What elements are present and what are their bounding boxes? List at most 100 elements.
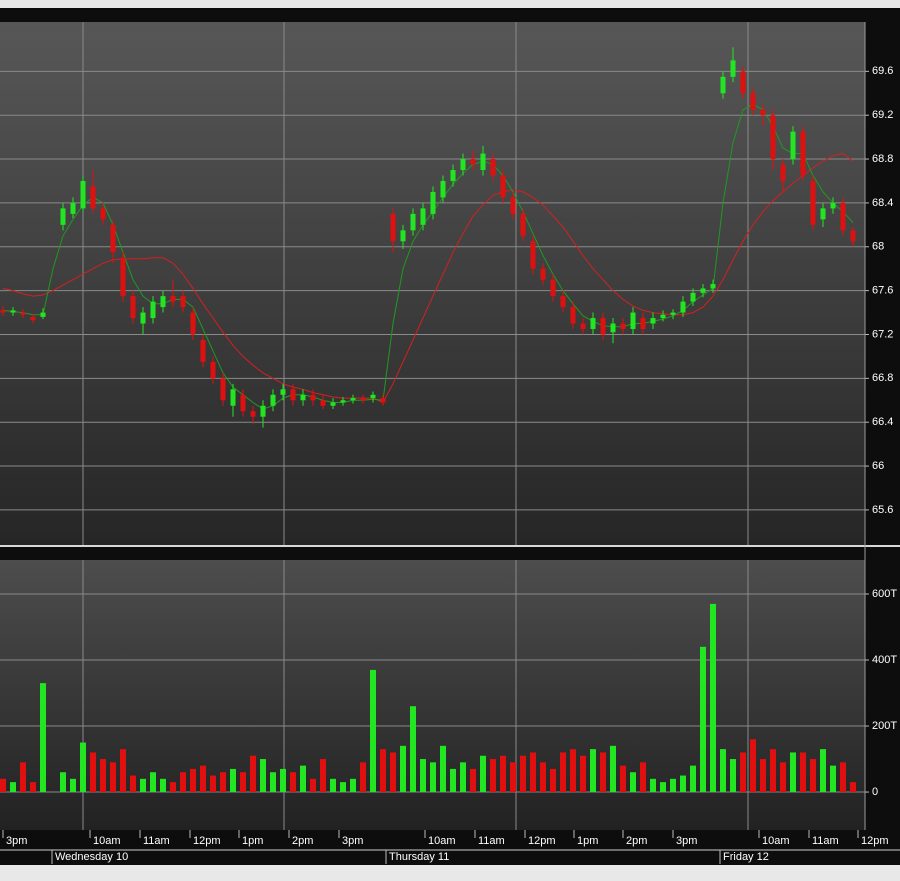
volume-bar xyxy=(720,749,726,793)
candle-body xyxy=(530,241,536,269)
candle-body xyxy=(10,310,16,313)
candle-body xyxy=(0,310,6,313)
y-tick-label: 66 xyxy=(872,460,884,472)
candle-body xyxy=(720,76,726,94)
candle-body xyxy=(510,197,516,214)
candle-body xyxy=(500,175,506,198)
candle-body xyxy=(790,131,796,160)
volume-bar xyxy=(220,772,226,793)
volume-bar xyxy=(780,762,786,793)
candle-body xyxy=(620,323,626,330)
volume-bar xyxy=(550,768,556,793)
volume-bar xyxy=(830,765,836,793)
candle-body xyxy=(440,180,446,198)
candle-body xyxy=(290,389,296,401)
x-tick-label: 12pm xyxy=(528,835,556,847)
volume-bar xyxy=(580,755,586,793)
volume-bar xyxy=(840,762,846,793)
x-tick-label: 11am xyxy=(812,835,839,847)
x-tick-label: 11am xyxy=(478,835,505,847)
candle-body xyxy=(210,361,216,379)
candle-body xyxy=(430,191,436,214)
volume-bar xyxy=(340,782,346,793)
candle-body xyxy=(710,284,716,289)
volume-bar xyxy=(410,706,416,793)
volume-bar xyxy=(500,755,506,793)
candle-body xyxy=(740,71,746,94)
candle-body xyxy=(780,164,786,181)
candle-body xyxy=(410,213,416,231)
volume-bar xyxy=(710,603,716,793)
candle-body xyxy=(750,93,756,110)
candle-body xyxy=(730,60,736,77)
candle-body xyxy=(90,186,96,209)
candle-body xyxy=(160,296,166,308)
volume-bar xyxy=(560,752,566,793)
candle-body xyxy=(20,312,26,315)
candle-body xyxy=(140,312,146,324)
volume-bar xyxy=(90,752,96,793)
candle-body xyxy=(330,402,336,406)
y-tick-label: 68.8 xyxy=(872,153,893,165)
volume-bar xyxy=(690,765,696,793)
x-tick-label: 2pm xyxy=(292,835,313,847)
volume-bar xyxy=(850,782,856,793)
candle-body xyxy=(840,202,846,231)
candle-body xyxy=(320,400,326,406)
candle-body xyxy=(150,301,156,319)
candle-body xyxy=(670,312,676,315)
volume-bar xyxy=(190,768,196,793)
volume-bar xyxy=(820,749,826,793)
candle-body xyxy=(220,378,226,401)
volume-bar xyxy=(390,752,396,793)
candle-body xyxy=(30,316,36,321)
candle-body xyxy=(680,301,686,313)
volume-bar xyxy=(330,778,336,793)
candle-body xyxy=(80,180,86,209)
y-tick-label: 67.2 xyxy=(872,328,893,340)
volume-bar xyxy=(680,775,686,793)
volume-bar xyxy=(30,782,36,793)
candle-body xyxy=(350,398,356,401)
volume-bar xyxy=(170,782,176,793)
candle-body xyxy=(270,394,276,406)
candle-body xyxy=(400,230,406,242)
candle-body xyxy=(580,323,586,330)
candle-body xyxy=(610,323,616,333)
volume-bar xyxy=(270,772,276,793)
volume-bar xyxy=(480,755,486,793)
volume-bar xyxy=(670,778,676,793)
x-tick-label: 1pm xyxy=(242,835,263,847)
volume-bar xyxy=(540,762,546,793)
volume-bar xyxy=(140,778,146,793)
y-tick-label: 69.6 xyxy=(872,65,893,77)
candle-body xyxy=(630,312,636,330)
volume-bar xyxy=(620,765,626,793)
x-tick-label: 11am xyxy=(143,835,170,847)
candle-body xyxy=(810,180,816,225)
candle-body xyxy=(470,159,476,165)
volume-bar xyxy=(10,782,16,793)
volume-bar xyxy=(750,739,756,793)
moving-average-line xyxy=(2,153,854,404)
volume-bar xyxy=(240,772,246,793)
candle-body xyxy=(770,115,776,160)
x-tick-label: 2pm xyxy=(626,835,647,847)
y-tick-label: 66.8 xyxy=(872,372,893,384)
candle-body xyxy=(650,318,656,324)
volume-bar xyxy=(590,749,596,793)
volume-bar xyxy=(350,778,356,793)
day-label: Friday 12 xyxy=(723,851,769,863)
volume-bar xyxy=(380,749,386,793)
y-tick-label: 66.4 xyxy=(872,416,893,428)
candle-body xyxy=(180,296,186,308)
candle-body xyxy=(460,159,466,171)
candle-body xyxy=(520,213,526,236)
volume-bar xyxy=(60,772,66,793)
volume-bar xyxy=(510,762,516,793)
volume-bar xyxy=(300,765,306,793)
volume-bar xyxy=(0,778,6,793)
candle-body xyxy=(550,279,556,297)
candle-body xyxy=(310,394,316,401)
volume-bar xyxy=(130,775,136,793)
